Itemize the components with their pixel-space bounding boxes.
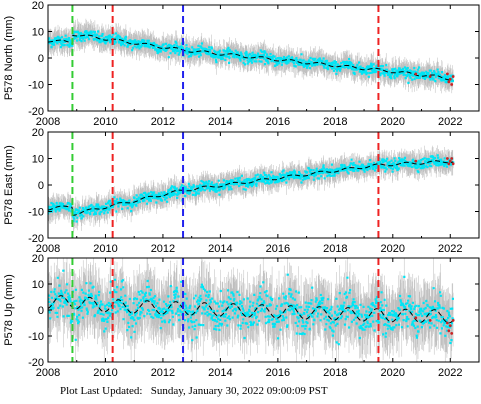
chart-panel-2: 2008 2010 2012 2014 2016 2018 2020 2022 -20 -10 0 1… (3, 127, 480, 255)
x-tick-label: 2016 (266, 243, 290, 255)
outlier-point (428, 319, 432, 322)
x-tick-label: 2008 (36, 367, 60, 379)
outlier-point (450, 157, 454, 160)
outlier-point (451, 75, 455, 78)
outlier-point (414, 72, 418, 76)
y-tick-label: 10 (32, 154, 44, 166)
outlier-point (447, 329, 451, 333)
outlier-point (450, 332, 454, 335)
y-tick-label: 0 (38, 180, 44, 192)
outlier-point (414, 316, 418, 320)
outlier-point (448, 77, 452, 81)
y-tick-label: -20 (28, 106, 44, 118)
x-tick-label: 2016 (266, 116, 290, 128)
y-tick-label: 0 (38, 305, 44, 317)
x-tick-label: 2020 (381, 116, 405, 128)
y-axis-label: P578 North (mm) (3, 16, 15, 100)
outlier-point (445, 72, 449, 76)
x-tick-label: 2014 (208, 367, 232, 379)
x-tick-label: 2016 (266, 367, 290, 379)
y-tick-label: 20 (32, 127, 44, 139)
x-tick-label: 2014 (208, 116, 232, 128)
x-tick-label: 2022 (438, 243, 462, 255)
model-line (48, 160, 454, 216)
plot-area (48, 18, 455, 94)
footer: Plot Last Updated: Sunday, January 30, 2… (60, 385, 328, 397)
model-line (48, 295, 454, 324)
x-tick-label: 2020 (381, 367, 405, 379)
footer-label: Plot Last Updated: (60, 385, 143, 397)
y-axis-label: P578 Up (mm) (3, 274, 15, 346)
y-tick-label: -20 (28, 357, 44, 369)
outlier-point (448, 159, 452, 163)
y-tick-label: 20 (32, 253, 44, 265)
x-tick-label: 2022 (438, 116, 462, 128)
x-tick-label: 2022 (438, 367, 462, 379)
outlier-point (447, 80, 451, 84)
outlier-point (451, 162, 455, 166)
x-tick-label: 2018 (323, 243, 347, 255)
y-axis-label: P578 East (mm) (3, 145, 15, 224)
footer-timestamp: Sunday, January 30, 2022 09:00:09 PST (150, 385, 328, 397)
x-tick-label: 2012 (151, 116, 175, 128)
error-bars (48, 145, 454, 233)
x-tick-label: 2008 (36, 243, 60, 255)
chart-panel-3: 2008 2010 2012 2014 2016 2018 2020 2022 -20 -10 0 1… (3, 253, 480, 379)
x-tick-label: 2020 (381, 243, 405, 255)
outlier-point (428, 75, 432, 78)
x-tick-label: 2010 (93, 243, 117, 255)
x-tick-label: 2008 (36, 116, 60, 128)
plot-area (48, 258, 455, 362)
outlier-point (414, 159, 418, 163)
x-tick-label: 2018 (323, 367, 347, 379)
model-line (48, 34, 454, 81)
y-tick-label: 20 (32, 0, 44, 12)
plot-area (48, 145, 455, 233)
y-tick-label: 10 (32, 279, 44, 291)
outlier-point (448, 324, 452, 327)
x-tick-label: 2012 (151, 243, 175, 255)
outlier-point (445, 157, 449, 160)
y-tick-label: -20 (28, 233, 44, 245)
data-points (48, 154, 455, 223)
y-tick-label: 10 (32, 27, 44, 39)
x-tick-label: 2014 (208, 243, 232, 255)
chart-panel-1: 2008 2010 2012 2014 2016 2018 2020 2022 -20 -10 0 1… (3, 0, 480, 128)
y-tick-label: -10 (28, 331, 44, 343)
y-tick-label: -10 (28, 80, 44, 92)
x-tick-label: 2012 (151, 367, 175, 379)
x-tick-label: 2010 (93, 367, 117, 379)
y-tick-label: 0 (38, 53, 44, 65)
outlier-point (450, 83, 454, 86)
outlier-point (451, 319, 455, 322)
x-tick-label: 2018 (323, 116, 347, 128)
y-tick-label: -10 (28, 207, 44, 219)
outlier-point (447, 162, 451, 166)
outlier-point (445, 321, 449, 325)
x-tick-label: 2010 (93, 116, 117, 128)
